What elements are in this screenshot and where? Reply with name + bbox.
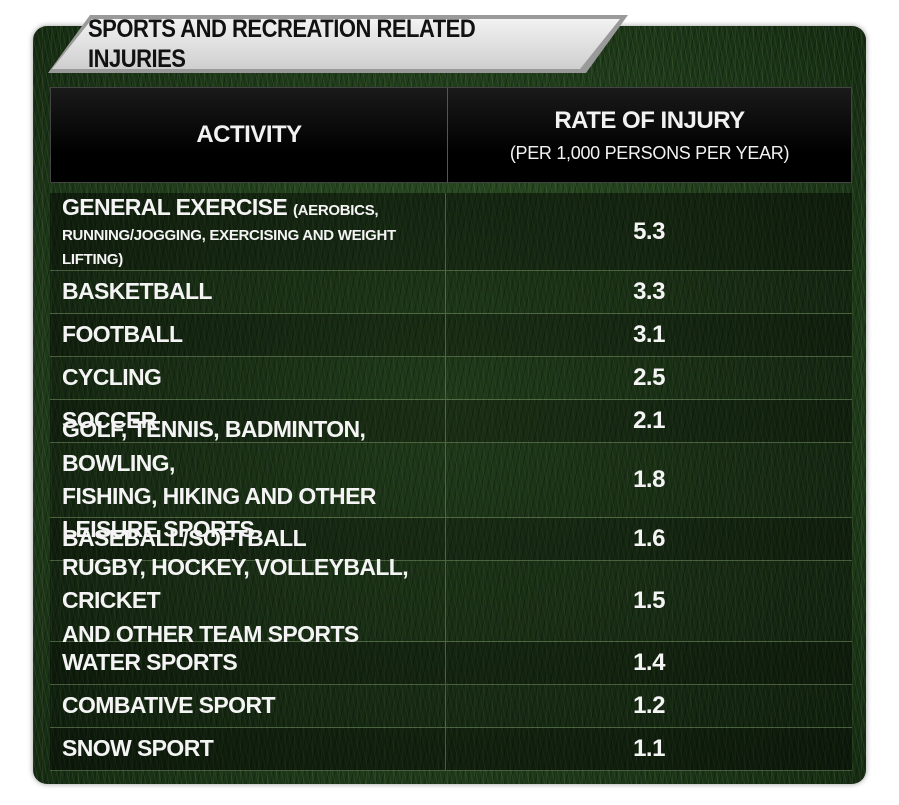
activity-cell: RUGBY, HOCKEY, VOLLEYBALL, CRICKET AND OT… — [50, 554, 446, 647]
column-header-activity: ACTIVITY — [51, 88, 448, 182]
activity-label: SOCCER — [62, 404, 433, 437]
activity-name: GENERAL EXERCISE — [62, 193, 288, 220]
table-row: BASKETBALL 3.3 — [50, 271, 852, 314]
rate-header-unit: (PER 1,000 PERSONS PER YEAR) — [509, 142, 790, 163]
activity-name: RUGBY, HOCKEY, VOLLEYBALL, CRICKET — [62, 553, 409, 614]
rate-header-label: RATE OF INJURY — [554, 106, 745, 134]
injury-table: ACTIVITY RATE OF INJURY (PER 1,000 PERSO… — [50, 87, 852, 771]
table-body: GENERAL EXERCISE (AEROBICS, RUNNING/JOGGI… — [50, 193, 852, 771]
activity-label: BASKETBALL — [62, 275, 433, 308]
rate-value: 1.8 — [633, 466, 665, 493]
activity-label: FOOTBALL — [62, 318, 433, 351]
activity-label: GENERAL EXERCISE (AEROBICS, — [62, 191, 433, 224]
rate-value: 3.1 — [633, 321, 665, 348]
rate-value: 1.5 — [633, 587, 665, 614]
activity-label-line2: FISHING, HIKING AND OTHER LEISURE SPORTS — [62, 483, 376, 543]
activity-label: BASEBALL/SOFTBALL — [62, 522, 433, 555]
activity-name: COMBATIVE SPORT — [62, 692, 276, 719]
activity-label: SNOW SPORT — [62, 732, 433, 765]
chart-title: SPORTS AND RECREATION RELATED INJURIES — [88, 14, 476, 73]
column-header-rate: RATE OF INJURY (PER 1,000 PERSONS PER YE… — [448, 88, 851, 182]
activity-cell: GOLF, TENNIS, BADMINTON, BOWLING, FISHING… — [50, 416, 446, 542]
activity-label-line2: AND OTHER TEAM SPORTS — [62, 620, 359, 647]
rate-value: 5.3 — [633, 217, 665, 245]
activity-cell: BASEBALL/SOFTBALL — [50, 518, 446, 560]
table-row: GENERAL EXERCISE (AEROBICS, RUNNING/JOGGI… — [50, 193, 852, 271]
rate-value: 1.6 — [633, 525, 665, 552]
activity-label: COMBATIVE SPORT — [62, 689, 433, 722]
table-row: BASEBALL/SOFTBALL 1.6 — [50, 518, 852, 561]
activity-label: RUGBY, HOCKEY, VOLLEYBALL, CRICKET — [62, 551, 433, 618]
activity-cell: CYCLING — [50, 357, 446, 399]
rate-value: 2.5 — [633, 364, 665, 391]
table-row: SOCCER 2.1 — [50, 400, 852, 443]
activity-name: WATER SPORTS — [62, 649, 238, 676]
activity-name: BASEBALL/SOFTBALL — [62, 525, 307, 552]
activity-label: CYCLING — [62, 361, 433, 394]
activity-name: GOLF, TENNIS, BADMINTON, BOWLING, — [62, 416, 366, 476]
activity-cell: SOCCER — [50, 400, 446, 442]
activity-cell: BASKETBALL — [50, 271, 446, 313]
table-row: RUGBY, HOCKEY, VOLLEYBALL, CRICKET AND OT… — [50, 554, 852, 647]
rate-value: 1.4 — [633, 649, 665, 676]
rate-value: 1.1 — [633, 735, 665, 762]
rate-value: 2.1 — [633, 407, 665, 434]
table-row: COMBATIVE SPORT 1.2 — [50, 685, 852, 728]
activity-name: CYCLING — [62, 364, 162, 391]
activity-label-line2: RUNNING/JOGGING, EXERCISING AND WEIGHT L… — [62, 227, 396, 269]
activity-name: FOOTBALL — [62, 321, 183, 348]
activity-name: SOCCER — [62, 407, 157, 434]
activity-cell: FOOTBALL — [50, 314, 446, 356]
table-row: GOLF, TENNIS, BADMINTON, BOWLING, FISHING… — [50, 416, 852, 542]
activity-note: (AEROBICS, — [292, 201, 379, 219]
rate-value: 1.2 — [633, 692, 665, 719]
activity-cell: SNOW SPORT — [50, 728, 446, 770]
table-row: SNOW SPORT 1.1 — [50, 728, 852, 771]
banner-shape — [48, 15, 628, 73]
activity-cell: GENERAL EXERCISE (AEROBICS, RUNNING/JOGGI… — [50, 193, 446, 270]
activity-cell: WATER SPORTS — [50, 642, 446, 684]
activity-label: WATER SPORTS — [62, 646, 433, 679]
rate-value: 3.3 — [633, 278, 665, 305]
title-banner: SPORTS AND RECREATION RELATED INJURIES — [48, 14, 628, 73]
activity-name: BASKETBALL — [62, 278, 212, 305]
activity-label: GOLF, TENNIS, BADMINTON, BOWLING, — [62, 413, 433, 480]
activity-name: SNOW SPORT — [62, 735, 214, 762]
activity-cell: COMBATIVE SPORT — [50, 685, 446, 727]
table-row: CYCLING 2.5 — [50, 357, 852, 400]
table-row: WATER SPORTS 1.4 — [50, 642, 852, 685]
table-header: ACTIVITY RATE OF INJURY (PER 1,000 PERSO… — [50, 87, 852, 183]
table-row: FOOTBALL 3.1 — [50, 314, 852, 357]
